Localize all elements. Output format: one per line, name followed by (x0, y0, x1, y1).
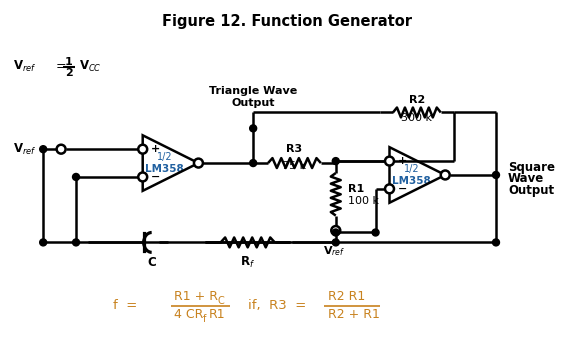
Text: 4 CR: 4 CR (174, 308, 203, 321)
Text: C: C (217, 296, 224, 306)
Text: LM358: LM358 (392, 176, 431, 186)
Text: Output: Output (508, 184, 554, 197)
Text: C: C (147, 256, 156, 269)
Text: Square: Square (508, 160, 555, 173)
Text: =: = (56, 60, 67, 73)
Text: Figure 12. Function Generator: Figure 12. Function Generator (162, 14, 412, 29)
Text: R3: R3 (286, 144, 302, 154)
Text: R2: R2 (409, 95, 425, 105)
Text: Triangle Wave: Triangle Wave (209, 86, 297, 96)
Circle shape (493, 239, 500, 246)
Circle shape (493, 171, 500, 179)
Text: 1: 1 (65, 57, 73, 67)
Text: 1/2: 1/2 (404, 164, 419, 174)
Circle shape (332, 239, 339, 246)
Text: if,  R3  =: if, R3 = (248, 299, 306, 312)
Text: V$_{ref}$: V$_{ref}$ (323, 245, 345, 258)
Circle shape (72, 173, 79, 181)
Text: +: + (151, 144, 160, 154)
Text: R2 + R1: R2 + R1 (328, 308, 380, 321)
Text: R2 R1: R2 R1 (328, 290, 365, 303)
Circle shape (372, 229, 379, 236)
Circle shape (441, 171, 450, 180)
Circle shape (56, 145, 66, 154)
Circle shape (138, 172, 147, 181)
Text: LM358: LM358 (145, 164, 184, 174)
Text: f  =: f = (113, 299, 137, 312)
Circle shape (40, 146, 47, 153)
Text: R1: R1 (208, 308, 225, 321)
Circle shape (72, 239, 79, 246)
Text: 300 k: 300 k (401, 114, 432, 123)
Text: 100 k: 100 k (348, 196, 379, 206)
Circle shape (40, 239, 47, 246)
Text: 2: 2 (65, 68, 73, 78)
Text: Wave: Wave (508, 172, 544, 185)
Text: R1 + R: R1 + R (174, 290, 217, 303)
Text: R1: R1 (348, 184, 364, 194)
Circle shape (332, 229, 339, 236)
Text: V$_{CC}$: V$_{CC}$ (79, 59, 102, 75)
Circle shape (385, 157, 394, 166)
Circle shape (250, 160, 256, 167)
Text: V$_{ref}$: V$_{ref}$ (13, 59, 37, 75)
Text: 75 k: 75 k (282, 161, 306, 171)
Circle shape (385, 184, 394, 193)
Circle shape (194, 159, 203, 168)
Circle shape (331, 226, 340, 235)
Circle shape (250, 125, 256, 132)
Circle shape (332, 158, 339, 165)
Circle shape (138, 145, 147, 154)
Text: R$_f$: R$_f$ (240, 255, 255, 271)
Text: −: − (151, 172, 160, 182)
Text: Output: Output (231, 97, 275, 108)
Text: 1/2: 1/2 (157, 152, 172, 162)
Text: f: f (202, 314, 206, 324)
Text: +: + (397, 156, 407, 166)
Text: V$_{ref}$: V$_{ref}$ (13, 142, 37, 157)
Text: −: − (397, 184, 407, 194)
